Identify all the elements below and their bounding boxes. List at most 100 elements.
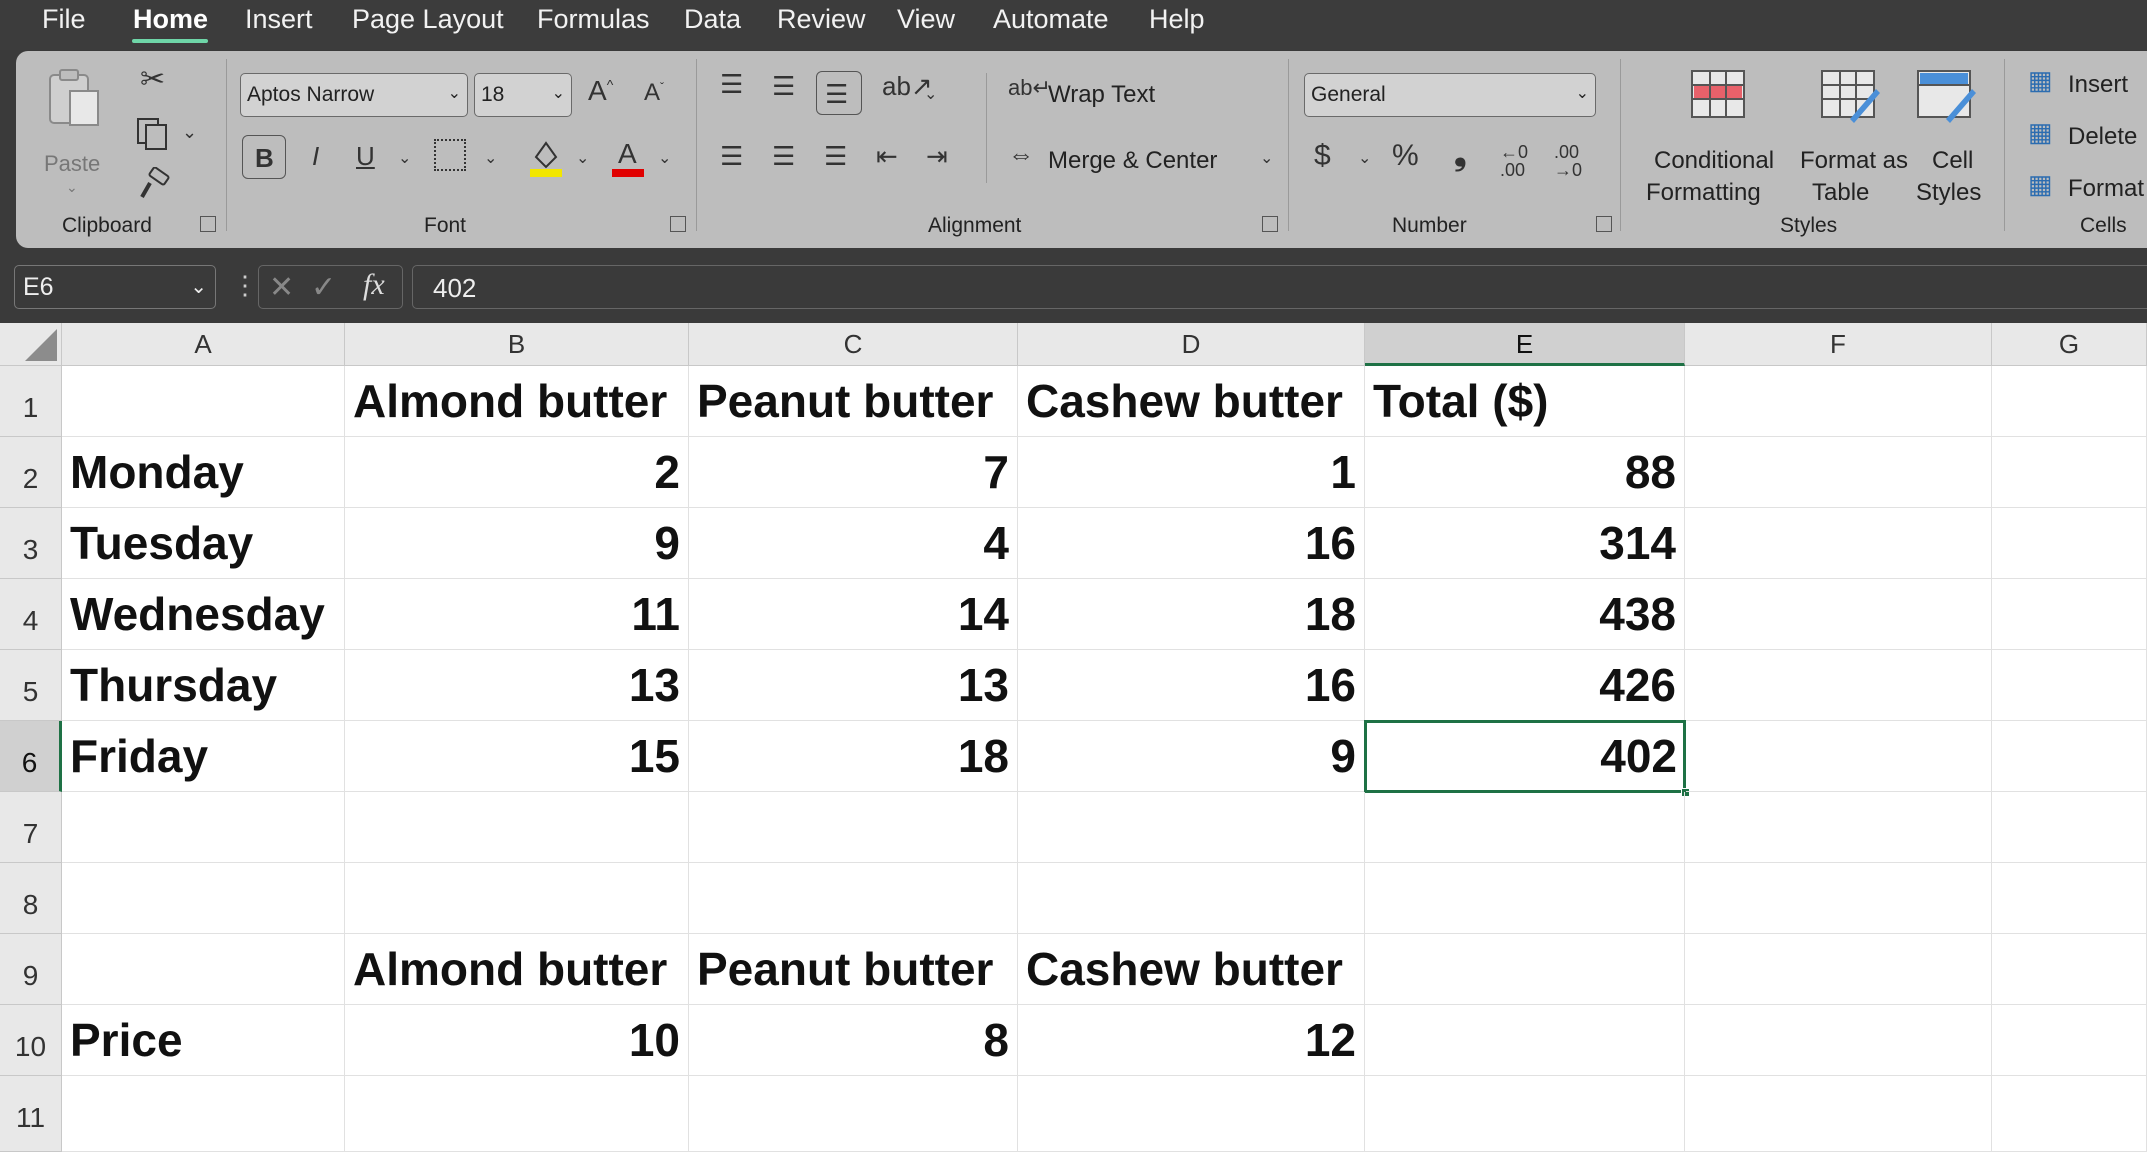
cell-g5[interactable] [1992, 650, 2147, 721]
cell-c5[interactable]: 13 [689, 650, 1018, 721]
cell-f9[interactable] [1685, 934, 1992, 1005]
conditional-formatting-button[interactable]: Conditional Formatting [1630, 67, 1808, 207]
italic-button[interactable]: I [312, 141, 320, 171]
row-header-4[interactable]: 4 [0, 579, 62, 650]
row-header-6[interactable]: 6 [0, 721, 62, 792]
menu-insert[interactable]: Insert [245, 4, 313, 34]
row-header-11[interactable]: 11 [0, 1076, 62, 1152]
paste-button[interactable]: Paste ⌄ [44, 67, 106, 195]
formula-input[interactable]: 402 [412, 265, 2147, 309]
currency-icon[interactable]: $ [1314, 139, 1331, 172]
menu-help[interactable]: Help [1149, 4, 1205, 34]
chevron-down-icon[interactable]: ⌄ [398, 150, 412, 167]
cell-d3[interactable]: 16 [1018, 508, 1365, 579]
column-header-d[interactable]: D [1018, 323, 1365, 366]
font-launcher-icon[interactable] [670, 216, 686, 232]
cell-d4[interactable]: 18 [1018, 579, 1365, 650]
cell-b8[interactable] [345, 863, 689, 934]
cell-a3[interactable]: Tuesday [62, 508, 345, 579]
menu-page-layout[interactable]: Page Layout [352, 4, 504, 34]
row-header-3[interactable]: 3 [0, 508, 62, 579]
wrap-text-button[interactable]: ab↵ Wrap Text [1008, 73, 1238, 117]
increase-decimal-icon[interactable]: ←0.00 [1500, 142, 1529, 180]
cell-d5[interactable]: 16 [1018, 650, 1365, 721]
cell-c1[interactable]: Peanut butter [689, 366, 1018, 437]
format-painter-icon[interactable] [136, 167, 172, 203]
menu-view[interactable]: View [897, 4, 956, 34]
menu-home[interactable]: Home [133, 4, 209, 34]
cell-c11[interactable] [689, 1076, 1018, 1152]
row-header-1[interactable]: 1 [0, 366, 62, 437]
enter-icon[interactable]: ✓ [311, 271, 337, 304]
percent-icon[interactable]: % [1392, 139, 1419, 172]
cell-g9[interactable] [1992, 934, 2147, 1005]
column-header-e[interactable]: E [1365, 323, 1685, 366]
cell-d1[interactable]: Cashew butter [1018, 366, 1365, 437]
chevron-down-icon[interactable]: ⌄ [1358, 150, 1372, 167]
chevron-down-icon[interactable]: ⌄ [924, 86, 938, 103]
cell-d6[interactable]: 9 [1018, 721, 1365, 792]
font-name-select[interactable]: Aptos Narrow ⌄ [240, 73, 468, 117]
column-header-a[interactable]: A [62, 323, 345, 366]
cell-c4[interactable]: 14 [689, 579, 1018, 650]
comma-style-icon[interactable]: ❟ [1454, 135, 1467, 171]
align-left-icon[interactable]: ☰ [720, 141, 744, 171]
align-middle-icon[interactable]: ☰ [772, 71, 796, 101]
cell-a2[interactable]: Monday [62, 437, 345, 508]
cell-g4[interactable] [1992, 579, 2147, 650]
chevron-down-icon[interactable]: ⌄ [576, 150, 590, 167]
column-header-b[interactable]: B [345, 323, 689, 366]
cell-d2[interactable]: 1 [1018, 437, 1365, 508]
cell-g3[interactable] [1992, 508, 2147, 579]
format-cells-button[interactable]: ▦ Format [2028, 169, 2147, 205]
cell-c8[interactable] [689, 863, 1018, 934]
cell-b11[interactable] [345, 1076, 689, 1152]
increase-indent-icon[interactable]: ⇥ [926, 141, 948, 171]
cell-a1[interactable] [62, 366, 345, 437]
orientation-icon[interactable]: ab↗ [882, 71, 933, 101]
cell-f8[interactable] [1685, 863, 1992, 934]
row-header-7[interactable]: 7 [0, 792, 62, 863]
cell-e4[interactable]: 438 [1365, 579, 1685, 650]
cancel-icon[interactable]: ✕ [269, 271, 295, 304]
cell-b5[interactable]: 13 [345, 650, 689, 721]
cell-e10[interactable] [1365, 1005, 1685, 1076]
fill-handle[interactable] [1681, 788, 1690, 797]
cell-c9[interactable]: Peanut butter [689, 934, 1018, 1005]
chevron-down-icon[interactable]: ⌄ [484, 150, 498, 167]
cell-e2[interactable]: 88 [1365, 437, 1685, 508]
delete-cells-button[interactable]: ▦ Delete [2028, 117, 2147, 153]
cell-e11[interactable] [1365, 1076, 1685, 1152]
cell-a9[interactable] [62, 934, 345, 1005]
cell-a8[interactable] [62, 863, 345, 934]
menu-data[interactable]: Data [684, 4, 742, 34]
insert-cells-button[interactable]: ▦ Insert [2028, 65, 2147, 101]
cell-e3[interactable]: 314 [1365, 508, 1685, 579]
number-format-select[interactable]: General ⌄ [1304, 73, 1596, 117]
cell-c2[interactable]: 7 [689, 437, 1018, 508]
cell-b9[interactable]: Almond butter [345, 934, 689, 1005]
cell-g6[interactable] [1992, 721, 2147, 792]
cell-f2[interactable] [1685, 437, 1992, 508]
column-header-c[interactable]: C [689, 323, 1018, 366]
cell-e9[interactable] [1365, 934, 1685, 1005]
cell-f11[interactable] [1685, 1076, 1992, 1152]
fill-color-icon[interactable] [528, 135, 564, 179]
row-header-5[interactable]: 5 [0, 650, 62, 721]
cell-b7[interactable] [345, 792, 689, 863]
cell-e7[interactable] [1365, 792, 1685, 863]
cell-b1[interactable]: Almond butter [345, 366, 689, 437]
cell-f5[interactable] [1685, 650, 1992, 721]
cell-f3[interactable] [1685, 508, 1992, 579]
cell-c3[interactable]: 4 [689, 508, 1018, 579]
cell-d7[interactable] [1018, 792, 1365, 863]
clipboard-launcher-icon[interactable] [200, 216, 216, 232]
column-header-f[interactable]: F [1685, 323, 1992, 366]
insert-function-icon[interactable]: fx [363, 268, 385, 301]
cell-f7[interactable] [1685, 792, 1992, 863]
cell-e1[interactable]: Total ($) [1365, 366, 1685, 437]
cell-a11[interactable] [62, 1076, 345, 1152]
cell-g7[interactable] [1992, 792, 2147, 863]
cell-b2[interactable]: 2 [345, 437, 689, 508]
cell-g8[interactable] [1992, 863, 2147, 934]
